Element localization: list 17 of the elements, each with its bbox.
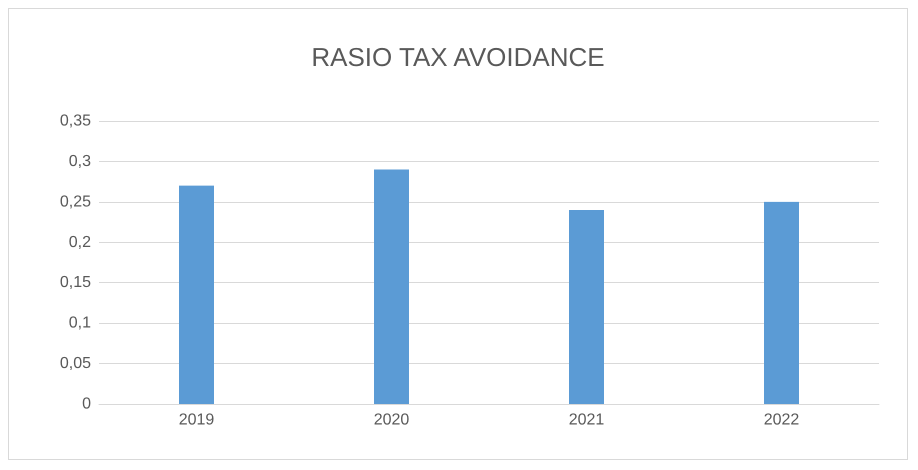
- y-tick-label: 0,35: [60, 112, 92, 130]
- y-tick-label: 0,1: [68, 314, 92, 332]
- bar: [179, 186, 214, 404]
- x-tick-label: 2022: [764, 412, 800, 428]
- y-tick-label: 0,3: [68, 152, 92, 170]
- bar: [569, 210, 604, 404]
- bar: [764, 202, 799, 404]
- x-tick-label: 2019: [178, 412, 214, 428]
- bar: [374, 170, 409, 404]
- y-tick-label: 0,2: [68, 234, 92, 251]
- y-tick-label: 0,05: [60, 355, 92, 372]
- chart-title: RASIO TAX AVOIDANCE: [311, 42, 605, 72]
- x-tick-label: 2021: [568, 412, 604, 428]
- x-tick-label: 2020: [374, 412, 410, 428]
- y-tick-label: 0,25: [60, 193, 92, 210]
- y-tick-label: 0: [82, 396, 92, 412]
- y-tick-label: 0,15: [60, 274, 92, 292]
